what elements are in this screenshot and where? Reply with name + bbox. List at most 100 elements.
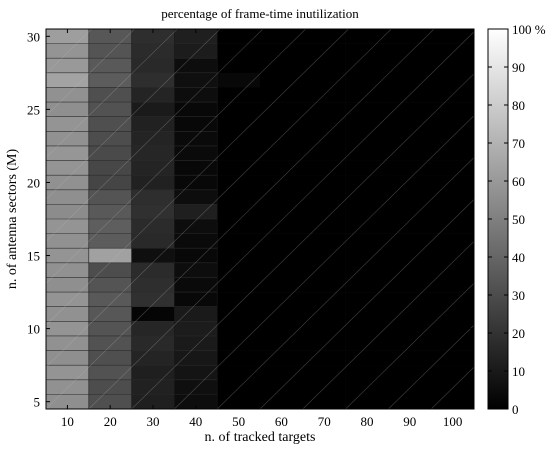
heatmap-cell xyxy=(88,102,132,117)
heatmap-cell xyxy=(174,379,218,395)
heatmap-cell xyxy=(260,350,304,366)
heatmap-cell xyxy=(217,379,261,395)
heatmap-cell xyxy=(174,219,218,234)
heatmap-cell xyxy=(260,394,304,410)
heatmap-cell xyxy=(46,189,90,205)
heatmap-cell xyxy=(388,116,432,132)
heatmap-cell xyxy=(302,131,346,147)
heatmap-cell xyxy=(174,262,218,278)
heatmap-cell xyxy=(345,248,389,264)
heatmap-cell xyxy=(46,102,90,117)
heatmap-cell xyxy=(260,277,304,293)
heatmap-cell xyxy=(345,292,389,307)
heatmap-cell xyxy=(88,365,132,381)
heatmap-cell xyxy=(217,131,261,147)
hatch-line xyxy=(345,282,474,409)
heatmap-cell xyxy=(174,335,218,351)
y-tick-label: 5 xyxy=(34,395,41,410)
hatch-line xyxy=(46,29,178,158)
heatmap-cell xyxy=(217,365,261,381)
hatch-line xyxy=(46,29,93,75)
heatmap-cell xyxy=(217,262,261,278)
heatmap-cell xyxy=(46,248,90,264)
heatmap-cell xyxy=(88,131,132,147)
heatmap-cell xyxy=(345,204,389,220)
heatmap-cell xyxy=(302,292,346,307)
heatmap-cell xyxy=(46,233,90,249)
heatmap-cell xyxy=(260,145,304,161)
heatmap-cell xyxy=(260,248,304,264)
heatmap-cell xyxy=(431,219,475,234)
heatmap-cell xyxy=(88,306,132,322)
heatmap-cell xyxy=(46,335,90,351)
x-axis-ticks: 10 20 30 40 50 60 70 80 90 100 xyxy=(61,29,462,429)
heatmap-cell xyxy=(388,204,432,220)
x-tick-label: 50 xyxy=(232,414,245,429)
heatmap-cell xyxy=(131,335,175,351)
heatmap-cell xyxy=(46,262,90,278)
heatmap-cell xyxy=(388,306,432,322)
heatmap-cell xyxy=(431,131,475,147)
heatmap-cell xyxy=(388,335,432,351)
heatmap-cell xyxy=(302,43,346,59)
heatmap-cell xyxy=(302,58,346,74)
heatmap-cell xyxy=(345,394,389,410)
heatmap-cell xyxy=(260,204,304,220)
colorbar-tick-label: 80 xyxy=(512,98,525,113)
heatmap-cell xyxy=(217,335,261,351)
heatmap-cell xyxy=(174,350,218,366)
heatmap-cell xyxy=(260,365,304,381)
heatmap-cell xyxy=(46,29,90,44)
heatmap-cell xyxy=(388,394,432,410)
heatmap-cell xyxy=(260,160,304,176)
heatmap-cell xyxy=(217,175,261,191)
heatmap-cell xyxy=(431,87,475,103)
heatmap-cell xyxy=(88,29,132,44)
heatmap-cell xyxy=(131,116,175,132)
heatmap-cell xyxy=(131,29,175,44)
heatmap-cell xyxy=(217,394,261,410)
heatmap-cell xyxy=(388,365,432,381)
heatmap-cell xyxy=(131,175,175,191)
heatmap-cell xyxy=(174,248,218,264)
heatmap-cell xyxy=(345,277,389,293)
heatmap-cell xyxy=(388,321,432,337)
heatmap-cell xyxy=(431,277,475,293)
hatch-line xyxy=(302,240,474,409)
diagonal-hatch-overlay xyxy=(46,29,474,409)
heatmap-cell xyxy=(302,233,346,249)
heatmap-cell xyxy=(388,262,432,278)
heatmap-cell xyxy=(131,58,175,74)
heatmap-cell xyxy=(345,131,389,147)
heatmap-cell xyxy=(131,102,175,117)
heatmap-cell xyxy=(217,219,261,234)
heatmap-cell xyxy=(174,131,218,147)
heatmap-cell xyxy=(388,131,432,147)
heatmap-cell xyxy=(217,321,261,337)
heatmap-cell xyxy=(345,116,389,132)
heatmap-cells xyxy=(46,29,475,410)
heatmap-cell xyxy=(131,72,175,88)
x-tick-label: 90 xyxy=(403,414,416,429)
heatmap-cell xyxy=(302,116,346,132)
heatmap-cell xyxy=(302,262,346,278)
heatmap-cell xyxy=(388,189,432,205)
heatmap-cell xyxy=(431,189,475,205)
hatch-line xyxy=(259,199,474,409)
heatmap-cell xyxy=(174,306,218,322)
heatmap-cell xyxy=(88,335,132,351)
x-tick-label: 30 xyxy=(147,414,160,429)
y-tick-label: 10 xyxy=(27,322,40,337)
colorbar-ticks: 0 10 20 30 40 50 60 70 80 90 100 % xyxy=(488,22,546,417)
heatmap-cell xyxy=(217,87,261,103)
x-tick-label: 70 xyxy=(318,414,331,429)
heatmap-cell xyxy=(345,379,389,395)
y-tick-label: 30 xyxy=(27,29,40,44)
heatmap-cell xyxy=(302,219,346,234)
heatmap-cell xyxy=(88,204,132,220)
heatmap-cell xyxy=(345,365,389,381)
heatmap-cell xyxy=(388,175,432,191)
heatmap-cell xyxy=(260,43,304,59)
heatmap-cell xyxy=(345,43,389,59)
heatmap-cell xyxy=(302,277,346,293)
